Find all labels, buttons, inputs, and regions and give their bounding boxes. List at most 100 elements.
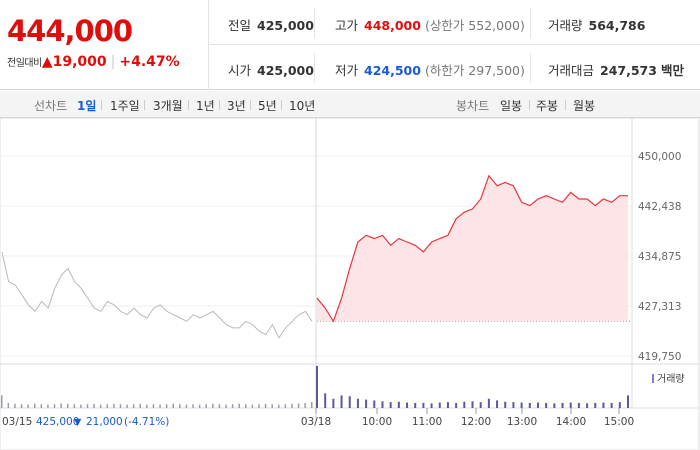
y-tick-label: 419,750 — [638, 351, 681, 363]
volume-bar — [205, 404, 207, 408]
period-divider — [101, 100, 102, 110]
line-chart-label: 선차트 — [34, 99, 68, 113]
volume-bar — [271, 404, 273, 408]
y-tick-label: 427,313 — [638, 301, 681, 313]
volume-bar — [356, 398, 359, 408]
candle-monthly[interactable]: 월봉 — [573, 99, 596, 113]
x-tick-label: 03/18 — [301, 416, 331, 428]
stat-label: 시가 — [228, 63, 252, 78]
change-percent: +4.47% — [119, 54, 180, 70]
volume-bar — [414, 402, 417, 408]
period-1day[interactable]: 1일 — [77, 99, 97, 113]
period-1week[interactable]: 1주일 — [110, 99, 140, 113]
volume-bar — [610, 402, 613, 408]
volume-bar — [33, 403, 36, 408]
x-tick-label: 10:00 — [362, 416, 392, 428]
volume-bar — [225, 404, 227, 408]
volume-bar — [586, 403, 589, 408]
candle-chart-label: 봉차트 — [456, 99, 490, 113]
volume-panel: 거래량 — [0, 363, 699, 409]
current-price-box: 444,000 전일대비▲19,000 | +4.47% — [0, 0, 209, 90]
current-price: 444,000 — [7, 14, 133, 48]
period-3years[interactable]: 3년 — [227, 99, 246, 113]
volume-bar — [284, 404, 287, 408]
up-arrow-icon: ▲ — [41, 54, 53, 70]
volume-bar — [86, 404, 89, 408]
volume-bar — [179, 404, 181, 408]
volume-bar — [14, 403, 16, 408]
volume-bar — [422, 402, 425, 408]
volume-bar — [389, 402, 392, 408]
volume-bar — [1, 395, 3, 408]
volume-bar — [212, 403, 214, 408]
stat-prev-close: 전일 425,000 — [228, 15, 314, 34]
stat-divider — [314, 8, 315, 38]
candle-daily[interactable]: 일봉 — [500, 99, 523, 113]
x-tick-label: 13:00 — [507, 416, 537, 428]
prev-session-close: 425,000 — [36, 416, 79, 428]
volume-bar — [152, 404, 155, 408]
volume-bar — [528, 402, 531, 408]
volume-bar — [561, 402, 564, 408]
volume-bar — [99, 404, 102, 408]
volume-bar — [577, 402, 580, 408]
volume-bar — [304, 402, 306, 408]
y-tick-label: 450,000 — [638, 151, 681, 163]
volume-bar — [430, 403, 433, 408]
volume-bar — [545, 402, 548, 408]
volume-bar — [487, 398, 490, 408]
volume-bar — [60, 403, 62, 408]
volume-bar — [264, 403, 267, 408]
stats-row-2: 시가 425,000 저가 424,500 (하한가 297,500) 거래대금 247… — [210, 45, 700, 90]
period-5years[interactable]: 5년 — [258, 99, 277, 113]
stat-divider — [530, 8, 531, 38]
stat-amount: 거래대금 247,573 백만 — [548, 60, 684, 79]
volume-bar — [198, 404, 201, 408]
volume-bar — [238, 403, 240, 408]
period-3months[interactable]: 3개월 — [153, 99, 183, 113]
stat-value: 425,000 — [257, 18, 314, 33]
volume-bar — [126, 404, 128, 408]
change-divider: | — [110, 54, 116, 70]
volume-bar — [53, 404, 56, 408]
stat-low: 저가 424,500 (하한가 297,500) — [335, 60, 525, 79]
volume-bar — [332, 398, 335, 408]
period-divider — [529, 100, 530, 110]
stats-row-1: 전일 425,000 고가 448,000 (상한가 552,000) 거래량 564,… — [210, 0, 700, 45]
stat-divider — [314, 53, 315, 83]
volume-bar — [455, 402, 458, 408]
volume-bar — [185, 404, 188, 408]
prev-session-date: 03/15 — [2, 416, 32, 428]
volume-bar — [316, 366, 318, 408]
period-10years[interactable]: 10년 — [289, 99, 316, 113]
period-selector: 선차트 1일 1주일 3개월 1년 3년 5년 10년 봉차트 일봉 주봉 월봉 — [0, 91, 700, 118]
stat-value: 448,000 — [364, 18, 421, 33]
volume-bar — [553, 403, 556, 408]
volume-bar — [381, 401, 384, 408]
stat-label: 저가 — [335, 63, 359, 78]
period-1year[interactable]: 1년 — [196, 99, 215, 113]
volume-bar — [340, 395, 343, 408]
stat-value: 247,573 — [600, 63, 657, 78]
x-tick-label: 11:00 — [412, 416, 442, 428]
volume-bar — [297, 403, 300, 408]
y-axis: 450,000 442,438 434,875 427,313 419,750 — [638, 151, 681, 363]
volume-bar — [627, 395, 629, 408]
volume-bar — [113, 403, 115, 408]
volume-bar — [446, 402, 449, 408]
volume-bar — [278, 404, 280, 408]
volume-bar — [20, 404, 23, 408]
candle-weekly[interactable]: 주봉 — [536, 99, 559, 113]
volume-bar — [139, 403, 142, 408]
volume-bar — [348, 396, 351, 408]
volume-bar — [536, 402, 539, 408]
stat-label: 거래대금 — [548, 63, 595, 78]
x-tick-label: 15:00 — [604, 416, 634, 428]
volume-bar — [594, 402, 597, 408]
volume-bar — [218, 404, 221, 408]
volume-bar — [7, 402, 10, 408]
volume-bar — [40, 404, 43, 408]
stat-label: 전일 — [228, 18, 252, 33]
volume-bar — [311, 402, 313, 408]
